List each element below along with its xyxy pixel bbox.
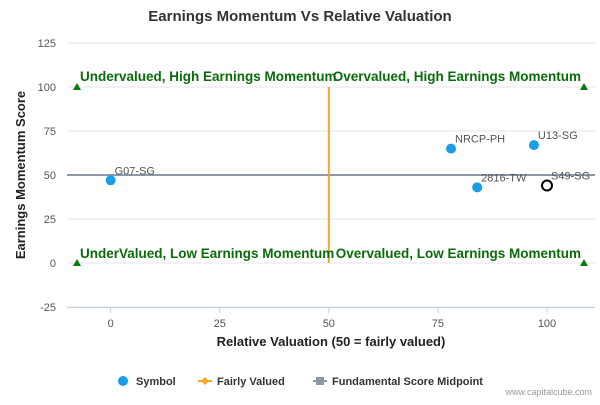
x-axis-title: Relative Valuation (50 = fairly valued) — [217, 334, 446, 349]
circle-marker-icon — [118, 376, 128, 386]
quadrant-label-bottom-left: UnderValued, Low Earnings Momentum — [80, 246, 334, 261]
square-line-icon — [316, 377, 324, 385]
highlighted-data-point-label: S49-SG — [551, 171, 590, 183]
y-tick-label: 75 — [44, 126, 56, 138]
chart-title: Earnings Momentum Vs Relative Valuation — [148, 8, 451, 25]
x-tick-label: 50 — [323, 318, 335, 330]
y-tick-label: -25 — [40, 302, 56, 314]
x-tick-label: 100 — [538, 318, 556, 330]
data-points: G07-SG NRCP-PH U13-SG 2816-TW S49-SG — [105, 130, 590, 193]
triangle-marker-icon — [73, 259, 81, 266]
data-point — [528, 140, 539, 151]
legend-label: Fundamental Score Midpoint — [332, 376, 483, 388]
quadrant-labels: Undervalued, High Earnings MomentumOverv… — [80, 69, 581, 261]
legend-label: Symbol — [136, 376, 176, 388]
highlighted-data-point — [541, 179, 553, 192]
y-tick-label: 125 — [38, 38, 56, 50]
corner-markers — [73, 83, 588, 266]
axes: -25 0 25 50 75 100 125 0 25 50 75 100 — [38, 38, 595, 330]
quadrant-label-top-left: Undervalued, High Earnings Momentum — [80, 69, 337, 84]
triangle-marker-icon — [580, 83, 588, 90]
y-axis-title: Earnings Momentum Score — [13, 91, 28, 259]
triangle-marker-icon — [580, 259, 588, 266]
diamond-line-icon — [201, 377, 209, 385]
credit-text: www.capitalcube.com — [504, 387, 592, 397]
quadrant-label-top-right: Overvalued, High Earnings Momentum — [333, 69, 581, 84]
y-tick-label: 25 — [44, 214, 56, 226]
data-point — [472, 182, 483, 193]
legend: Symbol Fairly Valued Fundamental Score Mid… — [118, 376, 483, 388]
data-point — [446, 143, 456, 154]
data-point — [105, 175, 116, 186]
data-point-label: 2816-TW — [481, 172, 527, 184]
x-tick-label: 25 — [214, 318, 226, 330]
data-point-label: G07-SG — [115, 165, 155, 177]
x-tick-label: 75 — [432, 318, 444, 330]
y-tick-label: 0 — [50, 258, 56, 270]
y-tick-label: 100 — [38, 82, 56, 94]
y-tick-label: 50 — [44, 170, 56, 182]
reference-lines — [67, 87, 595, 263]
triangle-marker-icon — [73, 83, 81, 90]
data-point-label: NRCP-PH — [455, 134, 505, 146]
x-tick-label: 0 — [108, 318, 114, 330]
quadrant-label-bottom-right: Overvalued, Low Earnings Momentum — [336, 246, 581, 261]
legend-label: Fairly Valued — [217, 376, 285, 388]
data-point-label: U13-SG — [538, 130, 578, 142]
